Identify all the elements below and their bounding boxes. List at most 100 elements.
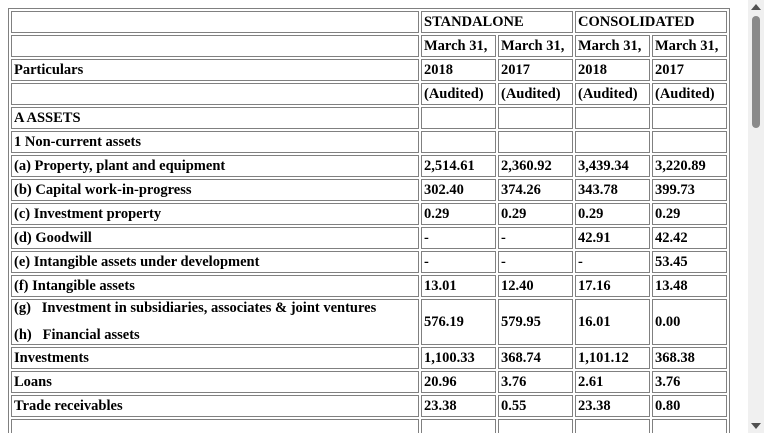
- header-row-3: Particulars 2018 2017 2018 2017: [11, 59, 727, 81]
- value-cell: [421, 131, 496, 153]
- value-cell: 368.74: [498, 347, 573, 369]
- table-row: (b) Capital work-in-progress 302.40 374.…: [11, 179, 727, 201]
- row-label: (e) Intangible assets under development: [11, 251, 419, 273]
- audited-cell: (Audited): [575, 83, 650, 105]
- document-viewport: STANDALONE CONSOLIDATED March 31, March …: [8, 8, 730, 433]
- value-cell: 579.95: [498, 299, 573, 345]
- value-cell: 0.29: [421, 203, 496, 225]
- audited-cell: (Audited): [498, 83, 573, 105]
- value-cell: 0.55: [498, 395, 573, 417]
- header-row-1: STANDALONE CONSOLIDATED: [11, 11, 727, 33]
- value-cell: 13.01: [421, 275, 496, 297]
- balance-sheet-table: STANDALONE CONSOLIDATED March 31, March …: [8, 8, 730, 433]
- value-cell: 343.78: [575, 179, 650, 201]
- date-month-cell: March 31,: [575, 35, 650, 57]
- value-cell: [421, 107, 496, 129]
- value-cell: [498, 131, 573, 153]
- scroll-up-arrow-icon[interactable]: [751, 4, 761, 10]
- header-row-2: March 31, March 31, March 31, March 31,: [11, 35, 727, 57]
- value-cell: [575, 131, 650, 153]
- date-year-cell: 2017: [498, 59, 573, 81]
- row-label: A ASSETS: [11, 107, 419, 129]
- value-cell: 0.29: [652, 203, 727, 225]
- value-cell: [652, 107, 727, 129]
- value-cell: 1,100.33: [421, 347, 496, 369]
- value-cell: 2,514.61: [421, 155, 496, 177]
- row-label: [11, 419, 419, 433]
- table-row: A ASSETS: [11, 107, 727, 129]
- value-cell: 17.16: [575, 275, 650, 297]
- date-year-cell: 2017: [652, 59, 727, 81]
- value-cell: 53.45: [652, 251, 727, 273]
- audited-cell: (Audited): [421, 83, 496, 105]
- date-month-cell: March 31,: [652, 35, 727, 57]
- row-label-line-1: (g) Investment in subsidiaries, associat…: [14, 300, 377, 316]
- table-row: (c) Investment property 0.29 0.29 0.29 0…: [11, 203, 727, 225]
- vertical-scrollbar[interactable]: [748, 0, 764, 433]
- particulars-header: Particulars: [11, 59, 419, 81]
- value-cell: 3,220.89: [652, 155, 727, 177]
- date-year-cell: 2018: [575, 59, 650, 81]
- value-cell: 12.40: [498, 275, 573, 297]
- header-row-4: (Audited) (Audited) (Audited) (Audited): [11, 83, 727, 105]
- value-cell: 3,439.34: [575, 155, 650, 177]
- value-cell: -: [421, 251, 496, 273]
- value-cell: 0.00: [652, 299, 727, 345]
- table-row: 1 Non-current assets: [11, 131, 727, 153]
- value-cell: 23.38: [575, 395, 650, 417]
- value-cell: 368.38: [652, 347, 727, 369]
- value-cell: [498, 107, 573, 129]
- table-row: Trade receivables 23.38 0.55 23.38 0.80: [11, 395, 727, 417]
- value-cell: 2.61: [575, 371, 650, 393]
- row-label: (c) Investment property: [11, 203, 419, 225]
- value-cell: -: [575, 251, 650, 273]
- value-cell: 302.40: [421, 179, 496, 201]
- scroll-down-arrow-icon[interactable]: [751, 423, 761, 429]
- row-label: (g) Investment in subsidiaries, associat…: [11, 299, 419, 345]
- consolidated-header: CONSOLIDATED: [575, 11, 727, 33]
- table-row: (a) Property, plant and equipment 2,514.…: [11, 155, 727, 177]
- audited-cell: (Audited): [652, 83, 727, 105]
- value-cell: 20.96: [421, 371, 496, 393]
- header-blank-cell: [11, 11, 419, 33]
- header-blank-cell: [11, 83, 419, 105]
- row-label-line-2: (h) Financial assets: [14, 327, 140, 343]
- table-row: Loans 20.96 3.76 2.61 3.76: [11, 371, 727, 393]
- value-cell: 23.38: [421, 395, 496, 417]
- value-cell: 0.29: [575, 203, 650, 225]
- table-row: (e) Intangible assets under development …: [11, 251, 727, 273]
- date-month-cell: March 31,: [498, 35, 573, 57]
- value-cell: 374.26: [498, 179, 573, 201]
- date-year-cell: 2018: [421, 59, 496, 81]
- value-cell: 3.76: [498, 371, 573, 393]
- row-label: (a) Property, plant and equipment: [11, 155, 419, 177]
- row-label: (f) Intangible assets: [11, 275, 419, 297]
- value-cell: 13.48: [652, 275, 727, 297]
- value-cell: [421, 419, 496, 433]
- header-blank-cell: [11, 35, 419, 57]
- value-cell: 576.19: [421, 299, 496, 345]
- value-cell: 2,360.92: [498, 155, 573, 177]
- value-cell: -: [421, 227, 496, 249]
- value-cell: 42.91: [575, 227, 650, 249]
- date-month-cell: March 31,: [421, 35, 496, 57]
- value-cell: [498, 419, 573, 433]
- standalone-header: STANDALONE: [421, 11, 573, 33]
- table-row: [11, 419, 727, 433]
- row-label: (d) Goodwill: [11, 227, 419, 249]
- row-label: (b) Capital work-in-progress: [11, 179, 419, 201]
- value-cell: [575, 419, 650, 433]
- value-cell: 3.76: [652, 371, 727, 393]
- table-row: Investments 1,100.33 368.74 1,101.12 368…: [11, 347, 727, 369]
- value-cell: -: [498, 251, 573, 273]
- value-cell: 1,101.12: [575, 347, 650, 369]
- row-label: 1 Non-current assets: [11, 131, 419, 153]
- table-row: (f) Intangible assets 13.01 12.40 17.16 …: [11, 275, 727, 297]
- value-cell: 399.73: [652, 179, 727, 201]
- value-cell: 42.42: [652, 227, 727, 249]
- row-label: Loans: [11, 371, 419, 393]
- row-label: Investments: [11, 347, 419, 369]
- scrollbar-thumb[interactable]: [752, 16, 760, 128]
- value-cell: -: [498, 227, 573, 249]
- value-cell: [652, 419, 727, 433]
